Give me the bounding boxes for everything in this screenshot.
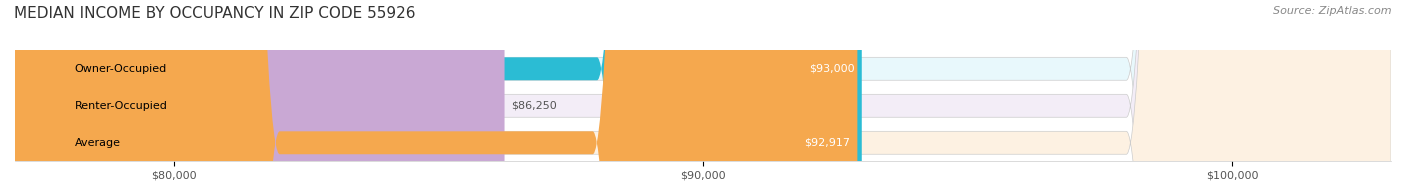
Text: Renter-Occupied: Renter-Occupied bbox=[75, 101, 167, 111]
FancyBboxPatch shape bbox=[15, 0, 858, 196]
Text: $92,917: $92,917 bbox=[804, 138, 851, 148]
Text: MEDIAN INCOME BY OCCUPANCY IN ZIP CODE 55926: MEDIAN INCOME BY OCCUPANCY IN ZIP CODE 5… bbox=[14, 6, 416, 21]
FancyBboxPatch shape bbox=[15, 0, 1391, 196]
FancyBboxPatch shape bbox=[15, 0, 1391, 196]
Text: Owner-Occupied: Owner-Occupied bbox=[75, 64, 167, 74]
FancyBboxPatch shape bbox=[15, 0, 505, 196]
Text: Average: Average bbox=[75, 138, 121, 148]
Text: $86,250: $86,250 bbox=[512, 101, 557, 111]
Text: $93,000: $93,000 bbox=[810, 64, 855, 74]
FancyBboxPatch shape bbox=[15, 0, 1391, 196]
FancyBboxPatch shape bbox=[15, 0, 862, 196]
Text: Source: ZipAtlas.com: Source: ZipAtlas.com bbox=[1274, 6, 1392, 16]
